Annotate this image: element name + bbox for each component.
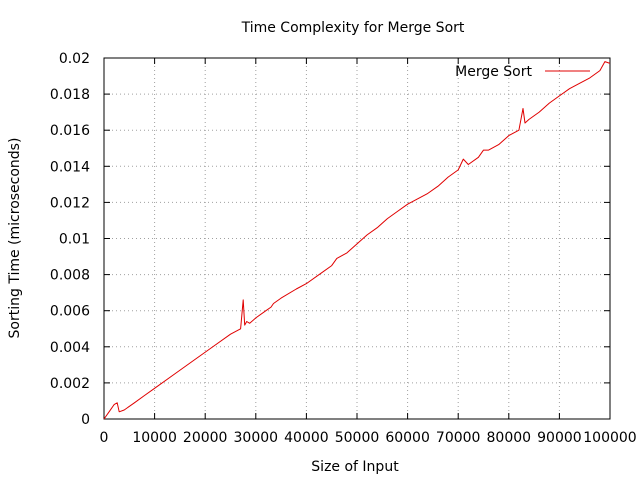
x-tick-label: 60000 [385,430,430,446]
y-tick-label: 0.01 [59,232,90,248]
x-tick-label: 80000 [487,430,532,446]
y-tick-label: 0.018 [50,87,90,103]
y-tick-label: 0.014 [50,159,90,175]
x-tick-label: 40000 [284,430,329,446]
y-tick-label: 0.004 [50,340,90,356]
y-tick-label: 0.012 [50,195,90,211]
x-tick-label: 70000 [436,430,481,446]
legend: Merge Sort [455,64,590,80]
x-tick-label: 100000 [583,430,636,446]
x-tick-label: 0 [100,430,109,446]
ticks [103,57,611,420]
x-tick-label: 50000 [335,430,380,446]
x-tick-label: 30000 [234,430,279,446]
x-tick-label: 90000 [537,430,582,446]
y-tick-label: 0.02 [59,51,90,67]
series-line-merge-sort [103,61,611,420]
chart-title: Time Complexity for Merge Sort [241,20,465,36]
grid [104,58,610,419]
y-axis-label: Sorting Time (microseconds) [7,138,23,339]
y-tick-label: 0.008 [50,268,90,284]
y-tick-label: 0.002 [50,376,90,392]
tick-labels: 0 10000 20000 30000 40000 50000 60000 70000 8000… [50,51,637,446]
y-tick-label: 0.006 [50,304,90,320]
series-layer [103,61,611,420]
y-tick-label: 0.016 [50,123,90,139]
x-tick-label: 20000 [183,430,228,446]
legend-label: Merge Sort [455,64,532,80]
x-axis-label: Size of Input [311,459,399,475]
x-tick-label: 10000 [132,430,177,446]
y-tick-label: 0 [81,412,90,428]
